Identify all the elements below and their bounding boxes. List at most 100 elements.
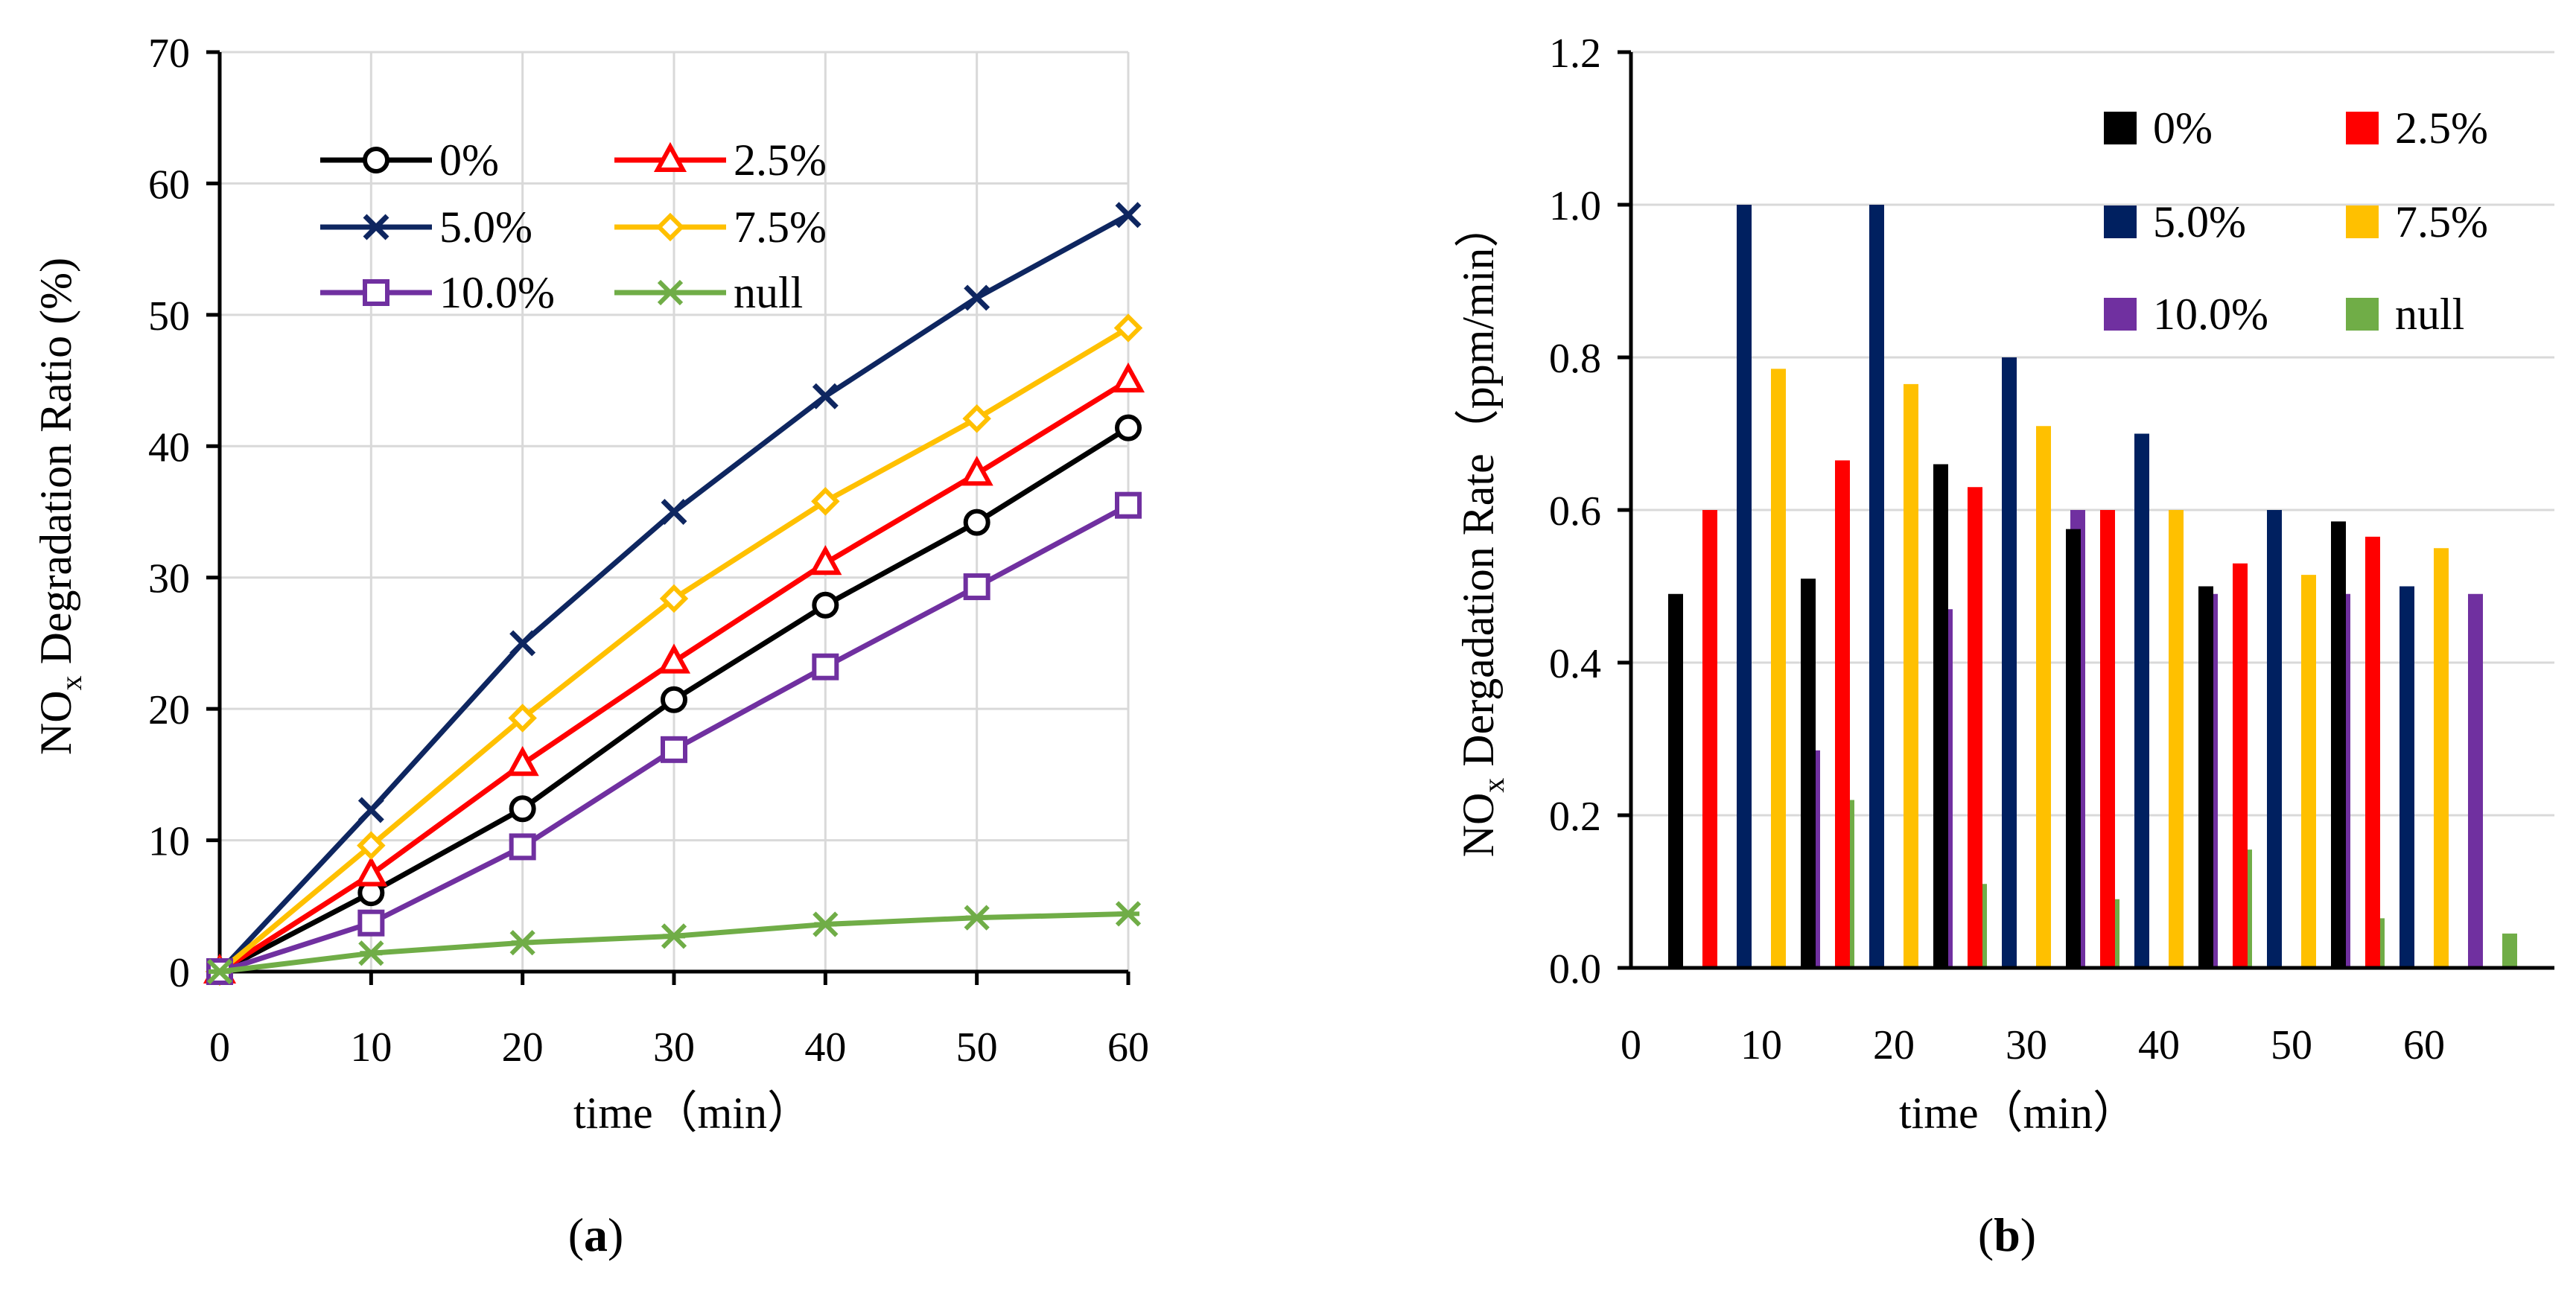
data-point-a-shape <box>1113 313 1143 342</box>
legend-marker-a-shape <box>363 279 389 306</box>
data-point-a <box>357 831 386 860</box>
x-tick-label-a: 60 <box>1107 1024 1149 1071</box>
bar-group-b <box>1668 205 1854 968</box>
data-point-a <box>509 630 536 657</box>
x-tick-label-b: 40 <box>2138 1022 2180 1068</box>
data-point-a-shape <box>354 856 388 887</box>
bar-b <box>2502 933 2517 968</box>
y-tick-label-a: 0 <box>169 950 190 996</box>
legend-entry-a: 0% <box>320 136 499 185</box>
legend-marker-a-shape <box>363 147 389 173</box>
x-axis-title-a: time（min） <box>573 1088 812 1138</box>
data-point-a-shape <box>657 643 691 674</box>
data-point-a-shape <box>811 487 840 516</box>
x-tick-label-b: 30 <box>2006 1022 2047 1068</box>
legend-marker-a <box>657 279 684 306</box>
legend-marker-a <box>653 141 687 172</box>
y-tick-label-a: 70 <box>148 31 190 77</box>
tick-labels-a: 0 10 20 30 40 50 60 70 0 10 20 30 40 50 60 <box>148 31 1149 1071</box>
bar-b <box>2331 521 2346 968</box>
series-lines-a <box>203 202 1145 986</box>
chart-panel-b: 0.0 0.2 0.4 0.6 0.8 1.0 1.2 0 10 20 30 40 50 60 0% 2.5… <box>1454 31 2554 1261</box>
bar-b <box>1702 510 1717 968</box>
series-5-a <box>206 901 1142 985</box>
data-point-a-stroke <box>812 383 839 409</box>
data-point-a <box>964 905 990 931</box>
data-point-a <box>963 509 990 536</box>
y-tick-label-b: 1.0 <box>1549 183 1601 229</box>
data-point-a-stroke <box>964 284 990 311</box>
legend-entry-b: 10.0% <box>2104 290 2268 339</box>
legend-b: 0% 2.5% 5.0% 7.5% 10.0% null <box>2104 103 2488 339</box>
bar-b <box>2434 548 2449 968</box>
bar-b <box>2365 536 2380 968</box>
chart-panel-a: 0 10 20 30 40 50 60 70 0 10 20 30 40 50 60 0% 2.5% 5.0% 7… <box>31 31 1149 1261</box>
bar-b <box>1771 369 1786 968</box>
axes-b <box>1618 50 2554 970</box>
legend-label-b: 2.5% <box>2395 103 2488 153</box>
x-tick-label-b: 10 <box>1740 1022 1782 1068</box>
bar-b <box>1904 383 1918 968</box>
y-tick-label-b: 0.8 <box>1549 336 1601 382</box>
data-point-a-shape <box>661 736 687 763</box>
data-point-a-shape <box>509 833 536 861</box>
bar-b <box>2100 510 2115 968</box>
data-point-a-shape <box>963 573 990 601</box>
bar-b <box>2468 593 2483 968</box>
data-point-a <box>508 704 537 733</box>
legend-swatch-b <box>2346 298 2379 331</box>
x-tick-label-a: 20 <box>502 1024 544 1071</box>
data-point-a <box>357 909 385 937</box>
data-point-a <box>509 930 535 956</box>
data-point-a <box>960 456 993 486</box>
y-tick-label-b: 0.2 <box>1549 794 1601 840</box>
legend-label-a: 10.0% <box>439 268 555 317</box>
panel-caption-b: (b) <box>1978 1208 2036 1261</box>
data-point-a <box>661 499 687 525</box>
data-point-a-shape <box>1115 414 1142 442</box>
data-point-a-shape <box>509 795 536 823</box>
data-point-a-shape <box>960 456 993 486</box>
data-point-a <box>206 958 233 985</box>
legend-entry-b: 2.5% <box>2346 103 2488 153</box>
bar-b <box>1737 205 1752 968</box>
data-point-a-shape <box>812 591 839 619</box>
x-tick-label-b: 50 <box>2271 1022 2312 1068</box>
data-point-a-shape <box>661 686 687 713</box>
data-point-a-shape <box>1111 362 1145 393</box>
legend-entry-b: 0% <box>2104 103 2213 153</box>
legend-entry-a: 2.5% <box>614 136 827 185</box>
series-3-a <box>205 313 1143 986</box>
data-point-a <box>812 591 839 619</box>
data-point-a-shape <box>659 584 689 613</box>
bar-b <box>1968 487 1982 968</box>
bar-b <box>2134 433 2149 968</box>
legend-entry-b: 7.5% <box>2346 197 2488 246</box>
bar-b <box>2066 529 2081 968</box>
bar-b <box>2233 563 2248 968</box>
data-point-a <box>964 284 990 311</box>
bar-b <box>2267 510 2282 968</box>
data-point-a <box>812 911 839 937</box>
legend-label-a: 0% <box>439 136 499 185</box>
y-tick-label-a: 30 <box>148 556 190 602</box>
legend-entry-a: 10.0% <box>320 268 555 317</box>
legend-entry-a: 5.0% <box>320 203 532 252</box>
legend-label-a: 2.5% <box>734 136 827 185</box>
y-axis-title-b: NOx Dergadation Rate（ppm/min） <box>1454 203 1510 858</box>
x-axis-title-b: time（min） <box>1899 1088 2137 1138</box>
data-point-a-stroke <box>509 630 536 657</box>
data-point-a <box>506 746 539 777</box>
data-point-a <box>657 643 691 674</box>
y-tick-label-a: 60 <box>148 162 190 208</box>
data-point-a <box>962 404 991 433</box>
data-point-a-stroke <box>661 499 687 525</box>
legend-swatch-b <box>2104 112 2137 144</box>
data-point-a-shape <box>506 746 539 777</box>
data-point-a <box>358 940 384 966</box>
data-point-a <box>661 736 687 763</box>
bar-b <box>1668 593 1683 968</box>
y-tick-label-b: 1.2 <box>1549 31 1601 77</box>
gridlines-b <box>1631 51 2554 817</box>
bar-b <box>2198 586 2213 968</box>
